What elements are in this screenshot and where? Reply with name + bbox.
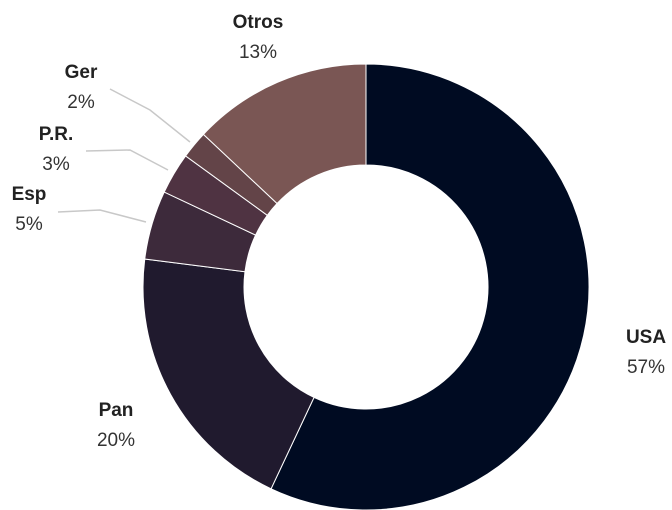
slice-value-usa: 57% <box>627 357 665 378</box>
leader-line-esp <box>57 209 147 223</box>
slice-label-ger: Ger <box>65 62 98 83</box>
slice-pan <box>142 258 315 490</box>
slice-value-esp: 5% <box>15 214 43 235</box>
slice-value-pan: 20% <box>97 430 135 451</box>
slice-otros <box>202 63 367 205</box>
leader-lines <box>57 88 191 223</box>
slice-value-otros: 13% <box>239 42 277 63</box>
slice-value-ger: 2% <box>67 92 95 113</box>
donut-slices <box>142 63 590 510</box>
leader-line-ger <box>109 88 191 143</box>
leader-line-p-r <box>85 149 169 171</box>
slice-labels: USA 57% Pan 20% Esp 5% P.R. 3% Ger 2% Otros 13% <box>12 12 667 451</box>
slice-value-p-r: 3% <box>42 154 70 175</box>
slice-label-usa: USA <box>626 327 666 348</box>
slice-label-pan: Pan <box>99 400 134 421</box>
slice-label-otros: Otros <box>233 12 284 33</box>
slice-label-esp: Esp <box>12 184 47 205</box>
slice-usa <box>270 63 590 510</box>
slice-label-p-r: P.R. <box>39 124 74 145</box>
